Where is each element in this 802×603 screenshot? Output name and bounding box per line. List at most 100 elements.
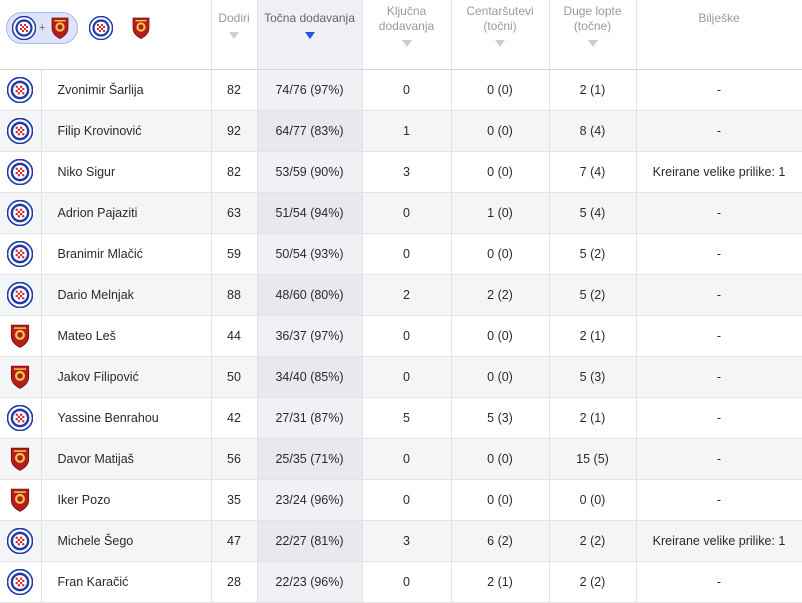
- team-filter: +: [0, 0, 212, 70]
- table-row[interactable]: Jakov Filipović 50 34/40 (85%) 0 0 (0) 5 (3) -: [0, 356, 802, 398]
- long-balls-cell: 15 (5): [549, 438, 637, 480]
- sort-arrow-active-icon: [304, 32, 315, 39]
- key-passes-cell: 0: [362, 69, 452, 111]
- team-logo-cell: [0, 479, 42, 521]
- player-name[interactable]: Branimir Mlačić: [41, 233, 212, 275]
- sort-arrow-icon: [401, 40, 412, 47]
- key-passes-cell: 2: [362, 274, 452, 316]
- column-header-touches[interactable]: Dodiri: [211, 0, 258, 70]
- crosses-cell: 6 (2): [451, 520, 550, 562]
- crosses-cell: 2 (1): [451, 561, 550, 603]
- accurate-passes-cell: 22/27 (81%): [257, 520, 363, 562]
- hajduk-crest-icon: [7, 405, 34, 431]
- touches-cell: 92: [211, 110, 258, 152]
- key-passes-cell: 3: [362, 520, 452, 562]
- key-passes-cell: 0: [362, 192, 452, 234]
- notes-cell: -: [636, 438, 802, 480]
- player-name[interactable]: Iker Pozo: [41, 479, 212, 521]
- filter-both-teams-button[interactable]: +: [6, 12, 79, 44]
- table-row[interactable]: Mateo Leš 44 36/37 (97%) 0 0 (0) 2 (1) -: [0, 315, 802, 357]
- player-name[interactable]: Zvonimir Šarlija: [41, 69, 212, 111]
- key-passes-cell: 1: [362, 110, 452, 152]
- key-passes-cell: 0: [362, 315, 452, 357]
- accurate-passes-cell: 64/77 (83%): [257, 110, 363, 152]
- player-name[interactable]: Michele Šego: [41, 520, 212, 562]
- notes-cell: -: [636, 192, 802, 234]
- hajduk-crest-icon: [89, 16, 114, 40]
- table-row[interactable]: Niko Sigur 82 53/59 (90%) 3 0 (0) 7 (4) Kreira…: [0, 151, 802, 193]
- notes-cell: Kreirane velike prilike: 1: [636, 520, 802, 562]
- notes-cell: Kreirane velike prilike: 1: [636, 151, 802, 193]
- column-header-label: Točna dodavanja: [264, 11, 355, 25]
- hajduk-crest-icon: [12, 16, 36, 40]
- column-header-label: Centaršutevi (točni): [466, 4, 534, 33]
- gorica-crest-icon: [7, 364, 33, 390]
- team-logo-cell: [0, 561, 42, 603]
- accurate-passes-cell: 23/24 (96%): [257, 479, 363, 521]
- key-passes-cell: 0: [362, 479, 452, 521]
- column-header-key-passes[interactable]: Ključna dodavanja: [362, 0, 452, 70]
- table-header-row: +: [0, 0, 802, 70]
- notes-cell: -: [636, 315, 802, 357]
- touches-cell: 50: [211, 356, 258, 398]
- filter-gorica-button[interactable]: [126, 12, 156, 44]
- hajduk-crest-icon: [7, 282, 34, 308]
- table-row[interactable]: Filip Krovinović 92 64/77 (83%) 1 0 (0) 8 (4)…: [0, 110, 802, 152]
- player-name[interactable]: Filip Krovinović: [41, 110, 212, 152]
- long-balls-cell: 7 (4): [549, 151, 637, 193]
- hajduk-crest-icon: [7, 77, 34, 103]
- accurate-passes-cell: 48/60 (80%): [257, 274, 363, 316]
- gorica-crest-icon: [7, 446, 33, 472]
- player-name[interactable]: Dario Melnjak: [41, 274, 212, 316]
- column-header-crosses[interactable]: Centaršutevi (točni): [451, 0, 550, 70]
- sort-arrow-icon: [587, 40, 598, 47]
- table-row[interactable]: Iker Pozo 35 23/24 (96%) 0 0 (0) 0 (0) -: [0, 479, 802, 521]
- column-header-notes: Bilješke: [636, 0, 802, 70]
- table-row[interactable]: Zvonimir Šarlija 82 74/76 (97%) 0 0 (0) 2 (1)…: [0, 69, 802, 111]
- touches-cell: 63: [211, 192, 258, 234]
- notes-cell: -: [636, 110, 802, 152]
- touches-cell: 47: [211, 520, 258, 562]
- table-row[interactable]: Davor Matijaš 56 25/35 (71%) 0 0 (0) 15 (5) -: [0, 438, 802, 480]
- notes-cell: -: [636, 479, 802, 521]
- table-row[interactable]: Adrion Pajaziti 63 51/54 (94%) 0 1 (0) 5 (4) -: [0, 192, 802, 234]
- crosses-cell: 0 (0): [451, 151, 550, 193]
- table-row[interactable]: Fran Karačić 28 22/23 (96%) 0 2 (1) 2 (2) -: [0, 561, 802, 603]
- player-name[interactable]: Jakov Filipović: [41, 356, 212, 398]
- team-logo-cell: [0, 192, 42, 234]
- player-name[interactable]: Niko Sigur: [41, 151, 212, 193]
- hajduk-crest-icon: [7, 241, 34, 267]
- crosses-cell: 5 (3): [451, 397, 550, 439]
- notes-cell: -: [636, 397, 802, 439]
- key-passes-cell: 3: [362, 151, 452, 193]
- player-name[interactable]: Davor Matijaš: [41, 438, 212, 480]
- table-row[interactable]: Michele Šego 47 22/27 (81%) 3 6 (2) 2 (2) Krei…: [0, 520, 802, 562]
- team-logo-cell: [0, 110, 42, 152]
- long-balls-cell: 5 (3): [549, 356, 637, 398]
- player-name[interactable]: Yassine Benrahou: [41, 397, 212, 439]
- accurate-passes-cell: 22/23 (96%): [257, 561, 363, 603]
- team-logo-cell: [0, 151, 42, 193]
- player-name[interactable]: Fran Karačić: [41, 561, 212, 603]
- long-balls-cell: 2 (1): [549, 315, 637, 357]
- table-row[interactable]: Dario Melnjak 88 48/60 (80%) 2 2 (2) 5 (2) -: [0, 274, 802, 316]
- accurate-passes-cell: 27/31 (87%): [257, 397, 363, 439]
- column-header-accurate-passes[interactable]: Točna dodavanja: [257, 0, 363, 70]
- column-header-long-balls[interactable]: Duge lopte (točne): [549, 0, 637, 70]
- player-name[interactable]: Mateo Leš: [41, 315, 212, 357]
- crosses-cell: 0 (0): [451, 438, 550, 480]
- filter-plus-sign: +: [39, 21, 46, 34]
- table-row[interactable]: Yassine Benrahou 42 27/31 (87%) 5 5 (3) 2 (1)…: [0, 397, 802, 439]
- touches-cell: 42: [211, 397, 258, 439]
- notes-cell: -: [636, 233, 802, 275]
- player-name[interactable]: Adrion Pajaziti: [41, 192, 212, 234]
- filter-hajduk-button[interactable]: [86, 12, 116, 44]
- crosses-cell: 0 (0): [451, 315, 550, 357]
- accurate-passes-cell: 53/59 (90%): [257, 151, 363, 193]
- team-logo-cell: [0, 233, 42, 275]
- table-row[interactable]: Branimir Mlačić 59 50/54 (93%) 0 0 (0) 5 (2) -: [0, 233, 802, 275]
- sort-arrow-icon: [229, 32, 239, 39]
- accurate-passes-cell: 51/54 (94%): [257, 192, 363, 234]
- touches-cell: 56: [211, 438, 258, 480]
- long-balls-cell: 2 (2): [549, 561, 637, 603]
